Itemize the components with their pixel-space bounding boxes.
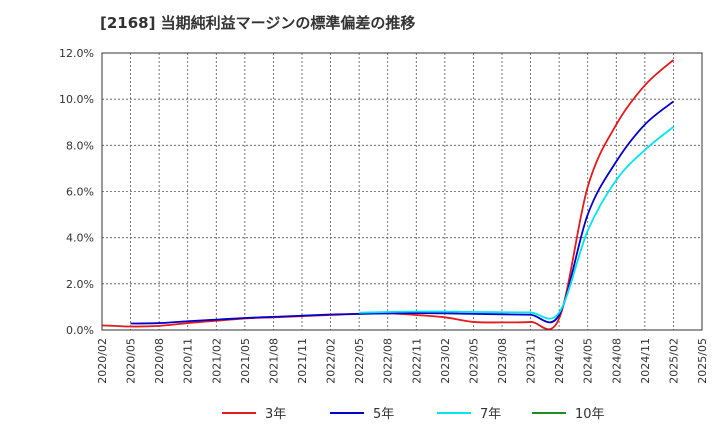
x-tick-label: 2021/08: [267, 338, 280, 384]
series-line-3: [359, 126, 674, 320]
legend-label-3: 7年: [480, 407, 501, 422]
x-tick-label: 2025/05: [696, 338, 709, 384]
chart-title: [2168] 当期純利益マージンの標準偏差の推移: [100, 14, 416, 32]
x-tick-label: 2020/08: [153, 338, 166, 384]
x-tick-label: 2024/11: [639, 338, 652, 384]
x-tick-label: 2022/05: [353, 338, 366, 384]
axes: 0.0% 2.0% 4.0% 6.0% 8.0% 10.0% 12.0% 2020/02 202…: [59, 47, 709, 384]
x-tick-label: 2020/02: [96, 338, 109, 384]
x-tick-label: 2023/02: [439, 338, 452, 384]
x-tick-label: 2023/05: [467, 338, 480, 384]
x-tick-label: 2022/08: [382, 338, 395, 384]
x-tick-label: 2021/11: [296, 338, 309, 384]
x-tick-label: 2023/11: [525, 338, 538, 384]
x-tick-label: 2021/05: [239, 338, 252, 384]
x-tick-label: 2024/05: [582, 338, 595, 384]
y-tick-label: 12.0%: [59, 47, 94, 60]
x-tick-label: 2023/08: [496, 338, 509, 384]
plot-frame: [101, 52, 703, 331]
y-tick-label: 10.0%: [59, 93, 94, 106]
x-tick-label: 2022/02: [325, 338, 338, 384]
x-tick-label: 2024/08: [610, 338, 623, 384]
y-tick-label: 4.0%: [66, 232, 94, 245]
legend-label-1: 3年: [265, 407, 286, 422]
x-tick-label: 2020/11: [182, 338, 195, 384]
x-tick-label: 2022/11: [410, 338, 423, 384]
x-tick-label: 2024/02: [553, 338, 566, 384]
y-tick-label: 8.0%: [66, 139, 94, 152]
y-tick-label: 2.0%: [66, 278, 94, 291]
x-tick-label: 2020/05: [125, 338, 138, 384]
series-layer: [101, 59, 675, 331]
legend-label-4: 10年: [575, 407, 605, 422]
legend: 3年 5年 7年 10年: [222, 407, 605, 422]
y-tick-label: 0.0%: [66, 324, 94, 337]
x-tick-label: 2025/02: [667, 338, 680, 384]
series-line-2: [130, 100, 674, 325]
y-tick-label: 6.0%: [66, 186, 94, 199]
legend-label-2: 5年: [373, 407, 394, 422]
x-tick-label: 2021/02: [210, 338, 223, 384]
